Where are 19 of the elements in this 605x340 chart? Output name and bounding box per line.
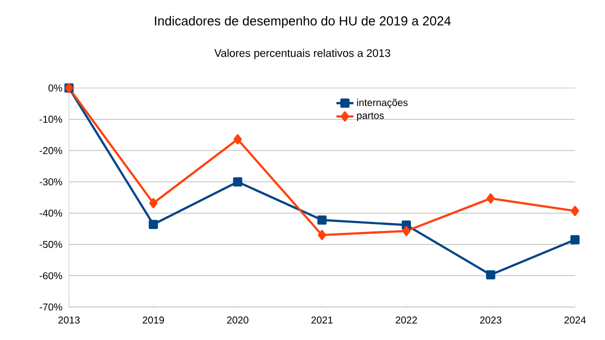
y-tick-label: -20%: [40, 147, 62, 154]
x-tick-label: 2022: [396, 316, 417, 324]
y-tick-label: -10%: [40, 116, 62, 123]
chart-subtitle: Valores percentuais relativos a 2013: [214, 48, 390, 60]
x-tick-label: 2023: [480, 316, 502, 324]
y-tick-label: -50%: [40, 240, 62, 248]
legend-label: partos: [357, 112, 384, 121]
x-tick-label: 2019: [142, 316, 164, 324]
chart-title: Indicadores de desempenho do HU de 2019 a 2024: [155, 16, 451, 28]
y-tick-label: -40%: [40, 210, 62, 217]
x-tick-label: 2020: [227, 316, 248, 324]
x-tick-label: 2013: [58, 316, 80, 324]
x-tick-label: 2021: [311, 316, 333, 324]
x-tick-label: 2024: [564, 316, 586, 324]
y-tick-label: -60%: [40, 272, 62, 280]
y-tick-label: -30%: [40, 178, 62, 186]
legend-label: internações: [357, 98, 408, 108]
y-tick-label: -70%: [40, 303, 62, 311]
y-tick-label: 0%: [48, 84, 62, 92]
